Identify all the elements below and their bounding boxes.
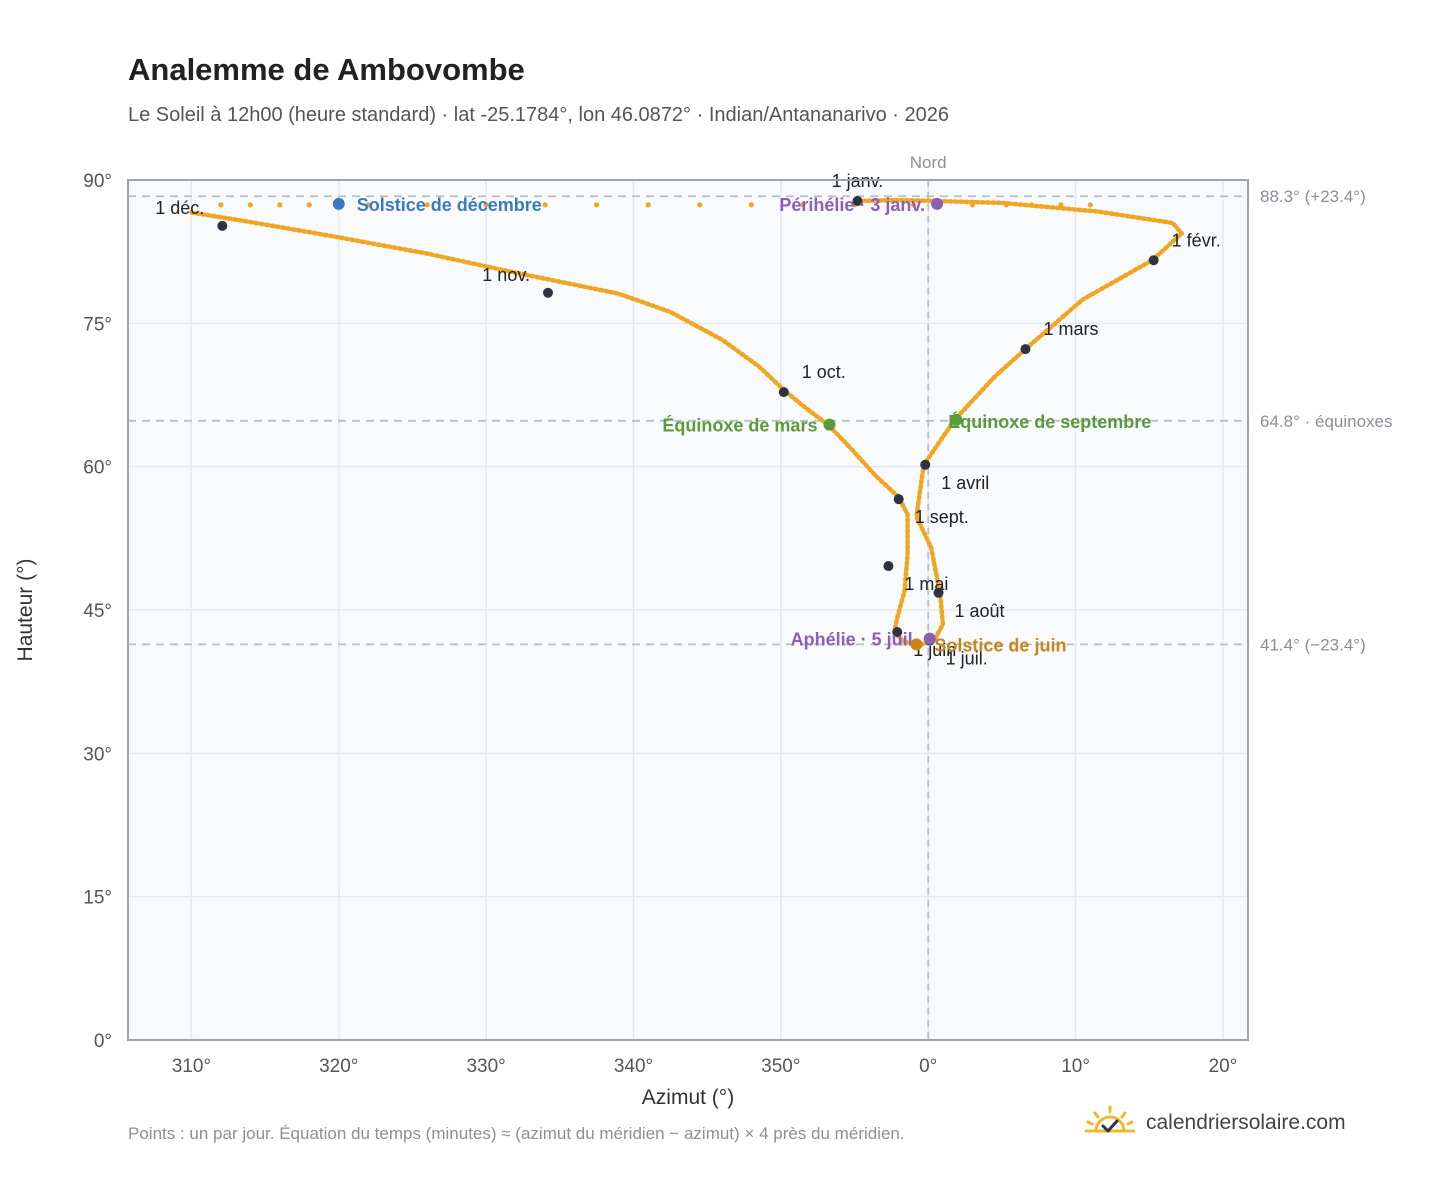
x-tick-label: 0° xyxy=(919,1056,937,1077)
x-axis-label: Azimut (°) xyxy=(642,1086,734,1109)
reference-line-label: 64.8° · équinoxes xyxy=(1260,412,1393,431)
page-title: Analemme de Ambovombe xyxy=(128,52,525,87)
axis-ticks: 310° 320° 330° 340° 350° 0° 10° 20° 0° 15° 30° 45° 6… xyxy=(83,171,1237,1077)
page-subtitle: Le Soleil à 12h00 (heure standard) · lat… xyxy=(128,104,949,126)
month-marker xyxy=(920,459,931,470)
month-marker xyxy=(1148,255,1159,266)
daily-point xyxy=(910,202,917,208)
y-tick-label: 60° xyxy=(83,458,112,479)
month-label: 1 sept. xyxy=(915,507,969,527)
event-label: Solstice de juin xyxy=(934,635,1066,655)
daily-point xyxy=(748,202,754,208)
event-label: Équinoxe de septembre xyxy=(948,411,1151,432)
daily-point xyxy=(1003,202,1009,208)
daily-point xyxy=(247,202,253,208)
daily-point xyxy=(800,202,806,208)
month-marker xyxy=(933,587,944,598)
x-tick-label: 10° xyxy=(1061,1056,1090,1077)
event-marker xyxy=(931,197,944,210)
event-marker xyxy=(910,638,923,651)
event-label: Solstice de décembre xyxy=(357,195,542,215)
event-label: Aphélie · 5 juil. xyxy=(791,630,918,650)
reference-line-label: 41.4° (−23.4°) xyxy=(1260,635,1366,654)
month-marker xyxy=(852,196,863,207)
y-axis-label: Hauteur (°) xyxy=(14,559,37,662)
meridian-label: Nord xyxy=(910,153,947,172)
daily-point xyxy=(424,202,430,208)
y-tick-label: 90° xyxy=(83,171,112,192)
reference-lines: Nord 88.3° (+23.4°) 64.8° · équinoxes 41.4°… xyxy=(128,153,1393,1040)
daily-point xyxy=(1058,202,1064,208)
event-label: Équinoxe de mars xyxy=(662,415,817,436)
month-marker xyxy=(893,494,904,505)
x-tick-label: 350° xyxy=(761,1056,800,1077)
month-label: 1 oct. xyxy=(802,362,846,382)
daily-point xyxy=(218,202,224,208)
daily-point xyxy=(365,202,371,208)
month-label: 1 juil. xyxy=(946,649,988,669)
daily-point xyxy=(645,202,651,208)
y-tick-label: 30° xyxy=(83,744,112,765)
daily-point xyxy=(277,202,283,208)
month-label: 1 déc. xyxy=(155,198,204,218)
footnote: Points : un par jour. Équation du temps … xyxy=(128,1124,905,1143)
daily-point xyxy=(697,202,703,208)
plot-frame xyxy=(127,179,1249,1041)
y-tick-label: 0° xyxy=(94,1031,112,1052)
event-marker xyxy=(332,197,345,210)
daily-point xyxy=(969,202,976,208)
daily-point xyxy=(594,202,600,208)
month-label: 1 févr. xyxy=(1172,230,1221,250)
event-markers: Solstice de décembre Périhélie · 3 janv. É… xyxy=(332,195,1151,655)
month-label: 1 mars xyxy=(1043,319,1098,339)
y-tick-label: 45° xyxy=(83,601,112,622)
month-marker xyxy=(1020,344,1031,355)
x-tick-label: 20° xyxy=(1209,1056,1238,1077)
daily-point xyxy=(1028,202,1034,208)
x-tick-label: 340° xyxy=(614,1056,653,1077)
y-tick-label: 75° xyxy=(83,314,112,335)
daily-point xyxy=(1087,202,1093,208)
x-tick-label: 310° xyxy=(172,1056,211,1077)
y-tick-label: 15° xyxy=(83,888,112,909)
month-marker xyxy=(778,387,789,398)
brand: calendriersolaire.com xyxy=(1084,1100,1346,1146)
month-label: 1 janv. xyxy=(832,171,884,191)
x-tick-label: 320° xyxy=(319,1056,358,1077)
month-marker xyxy=(217,220,228,231)
month-label: 1 nov. xyxy=(482,265,530,285)
event-marker xyxy=(923,632,936,645)
sun-check-icon xyxy=(1084,1105,1136,1133)
x-tick-label: 330° xyxy=(466,1056,505,1077)
daily-point xyxy=(483,202,489,208)
daily-point xyxy=(542,202,548,208)
month-label: 1 juin xyxy=(913,640,956,660)
event-label: Périhélie · 3 janv. xyxy=(779,195,925,215)
month-marker xyxy=(892,626,903,637)
month-label: 1 août xyxy=(955,601,1005,621)
brand-name: calendriersolaire.com xyxy=(1146,1111,1346,1134)
event-marker xyxy=(950,413,963,426)
event-marker xyxy=(823,418,836,431)
daily-point xyxy=(306,202,312,208)
month-marker xyxy=(883,561,894,572)
month-marker xyxy=(543,287,553,298)
month-label: 1 avril xyxy=(941,473,989,493)
reference-line-label: 88.3° (+23.4°) xyxy=(1260,187,1366,206)
